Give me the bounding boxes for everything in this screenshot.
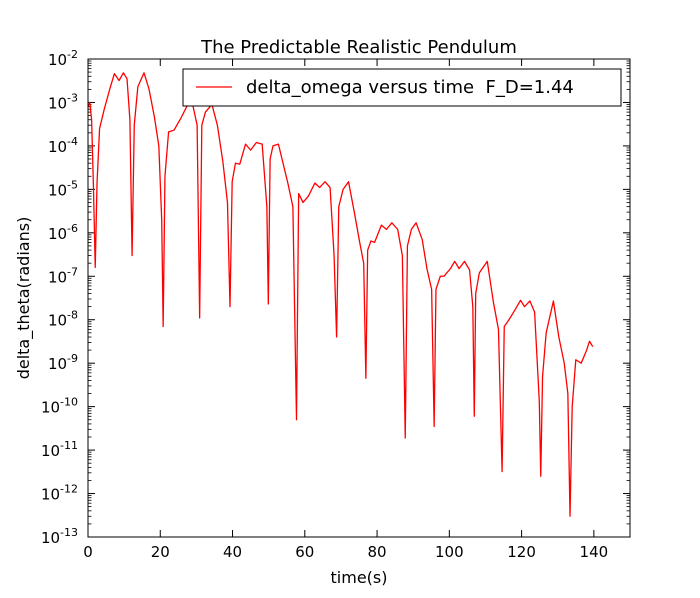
y-tick-label: 10-8 xyxy=(48,309,78,330)
chart-title: The Predictable Realistic Pendulum xyxy=(200,37,517,58)
x-tick-label: 140 xyxy=(580,543,609,561)
y-tick-exponent: -8 xyxy=(67,309,78,322)
y-tick-exponent: -10 xyxy=(60,396,78,409)
y-tick-labels: 10-1310-1210-1110-1010-910-810-710-610-5… xyxy=(41,48,78,547)
axis-ticks xyxy=(87,58,630,538)
x-tick-label: 40 xyxy=(223,543,242,561)
y-tick-exponent: -11 xyxy=(60,439,78,452)
x-tick-label: 0 xyxy=(83,543,93,561)
y-tick-base: 10 xyxy=(48,94,67,112)
y-tick-label: 10-6 xyxy=(48,222,78,243)
y-tick-base: 10 xyxy=(41,399,60,417)
y-tick-label: 10-2 xyxy=(48,48,78,69)
y-tick-label: 10-10 xyxy=(41,396,78,417)
x-tick-labels: 0 20 40 60 80 100 120 140 xyxy=(83,543,608,561)
x-tick-label: 80 xyxy=(368,543,387,561)
y-tick-label: 10-5 xyxy=(48,178,78,199)
x-tick-label: 60 xyxy=(295,543,314,561)
y-tick-label: 10-3 xyxy=(48,91,78,112)
x-tick-label: 120 xyxy=(507,543,536,561)
y-tick-base: 10 xyxy=(48,138,67,156)
y-tick-base: 10 xyxy=(48,312,67,330)
y-tick-base: 10 xyxy=(48,51,67,69)
y-tick-exponent: -4 xyxy=(67,135,78,148)
y-tick-exponent: -5 xyxy=(67,178,78,191)
y-axis-label: delta_theta(radians) xyxy=(14,217,34,380)
y-tick-label: 10-11 xyxy=(41,439,78,460)
y-tick-label: 10-7 xyxy=(48,265,78,286)
y-tick-exponent: -7 xyxy=(67,265,78,278)
x-tick-label: 100 xyxy=(435,543,464,561)
y-tick-base: 10 xyxy=(48,268,67,286)
y-tick-label: 10-13 xyxy=(41,526,78,547)
y-tick-exponent: -3 xyxy=(67,91,78,104)
y-tick-label: 10-4 xyxy=(48,135,78,156)
y-tick-base: 10 xyxy=(48,181,67,199)
plot-area-frame xyxy=(87,58,631,538)
legend-box xyxy=(182,68,622,107)
series-group xyxy=(87,72,594,517)
y-tick-exponent: -12 xyxy=(60,483,78,496)
y-tick-base: 10 xyxy=(48,225,67,243)
y-tick-base: 10 xyxy=(41,529,60,547)
y-tick-base: 10 xyxy=(41,442,60,460)
legend: delta_omega versus time F_D=1.44 xyxy=(182,68,622,107)
y-tick-exponent: -9 xyxy=(67,352,78,365)
y-tick-label: 10-12 xyxy=(41,483,78,504)
x-tick-label: 20 xyxy=(151,543,170,561)
y-tick-label: 10-9 xyxy=(48,352,78,373)
y-tick-exponent: -2 xyxy=(67,48,78,61)
y-tick-base: 10 xyxy=(48,355,67,373)
y-tick-exponent: -13 xyxy=(60,526,78,539)
series-line xyxy=(87,72,594,517)
legend-label: delta_omega versus time F_D=1.44 xyxy=(246,77,574,98)
x-axis-label: time(s) xyxy=(331,568,388,587)
y-tick-exponent: -6 xyxy=(67,222,78,235)
y-tick-base: 10 xyxy=(41,486,60,504)
